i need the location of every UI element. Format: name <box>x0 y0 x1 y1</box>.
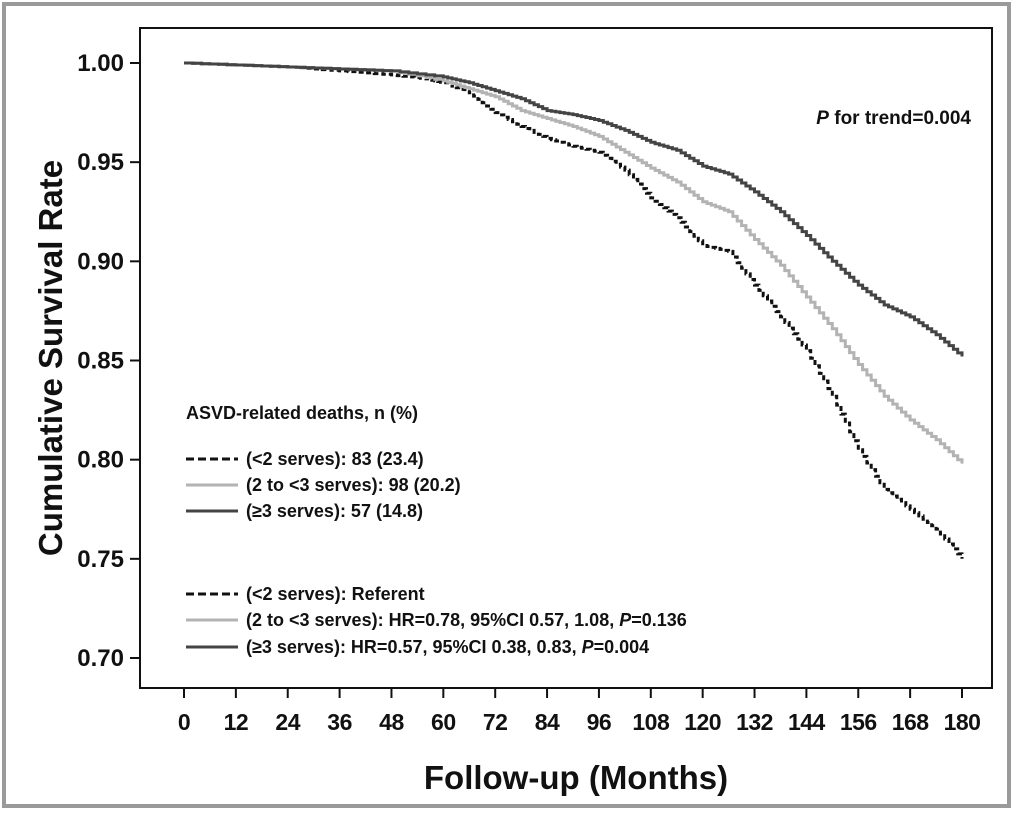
x-tick-label: 72 <box>483 709 508 735</box>
x-tick-label: 0 <box>178 709 190 735</box>
legend-hr-ge3-pre: (≥3 serves): HR=0.57, 95%CI 0.38, 0.83, <box>246 637 582 657</box>
legend-deaths-lt2: (<2 serves): 83 (23.4) <box>246 449 424 469</box>
trend-annotation: P for trend=0.004 <box>816 108 971 129</box>
x-tick-label: 156 <box>840 709 877 735</box>
legend-hr-lt2: (<2 serves): Referent <box>246 584 425 604</box>
x-tick-label: 180 <box>944 709 981 735</box>
legend: ASVD-related deaths, n (%) (<2 serves): … <box>186 403 687 657</box>
x-tick-label: 132 <box>736 709 773 735</box>
x-tick-label: 144 <box>788 709 826 735</box>
trend-annotation-italic: P <box>816 108 829 129</box>
plot-area <box>139 27 993 689</box>
x-tick-label: 120 <box>684 709 721 735</box>
series-layer <box>184 61 964 559</box>
legend-hr-ge3-p: P <box>582 637 595 657</box>
x-tick-label: 84 <box>535 709 560 735</box>
x-tick-label: 96 <box>587 709 612 735</box>
legend-deaths-ge3: (≥3 serves): 57 (14.8) <box>246 501 423 521</box>
y-tick-label: 0.85 <box>77 348 124 375</box>
x-tick-label: 48 <box>379 709 404 735</box>
legend-hr-ge3: (≥3 serves): HR=0.57, 95%CI 0.38, 0.83, … <box>246 637 649 657</box>
y-tick-label: 1.00 <box>77 50 124 77</box>
legend-hr-2to3-post: =0.136 <box>631 610 687 630</box>
legend-hr-2to3: (2 to <3 serves): HR=0.78, 95%CI 0.57, 1… <box>246 610 687 630</box>
y-tick-label: 0.95 <box>77 149 124 176</box>
x-tick-label: 168 <box>892 709 930 735</box>
series-ge3-serves-line <box>184 61 964 357</box>
y-tick-label: 0.90 <box>77 248 124 275</box>
legend-title: ASVD-related deaths, n (%) <box>186 403 418 423</box>
y-tick-label: 0.70 <box>77 645 124 672</box>
trend-annotation-text: for trend=0.004 <box>829 108 971 129</box>
axis-layer: 1.00 0.95 0.90 0.85 0.80 0.75 0.70 0 12 24 36 48 60 7… <box>77 50 981 735</box>
x-tick-label: 36 <box>327 709 352 735</box>
x-tick-label: 108 <box>632 709 670 735</box>
legend-hr-ge3-post: =0.004 <box>594 637 650 657</box>
y-tick-label: 0.80 <box>77 447 124 474</box>
y-tick-label: 0.75 <box>77 546 124 573</box>
x-axis-title: Follow-up (Months) <box>424 759 728 796</box>
y-axis-title: Cumulative Survival Rate <box>32 160 69 556</box>
legend-deaths-2to3: (2 to <3 serves): 98 (20.2) <box>246 475 461 495</box>
legend-hr-2to3-p: P <box>619 610 632 630</box>
legend-hr-lt2-pre: (<2 serves): Referent <box>246 584 425 604</box>
x-tick-label: 24 <box>275 709 300 735</box>
legend-hr-2to3-pre: (2 to <3 serves): HR=0.78, 95%CI 0.57, 1… <box>246 610 619 630</box>
x-tick-label: 12 <box>224 709 249 735</box>
x-tick-label: 60 <box>431 709 456 735</box>
series-lt2-serves-line <box>184 61 964 559</box>
